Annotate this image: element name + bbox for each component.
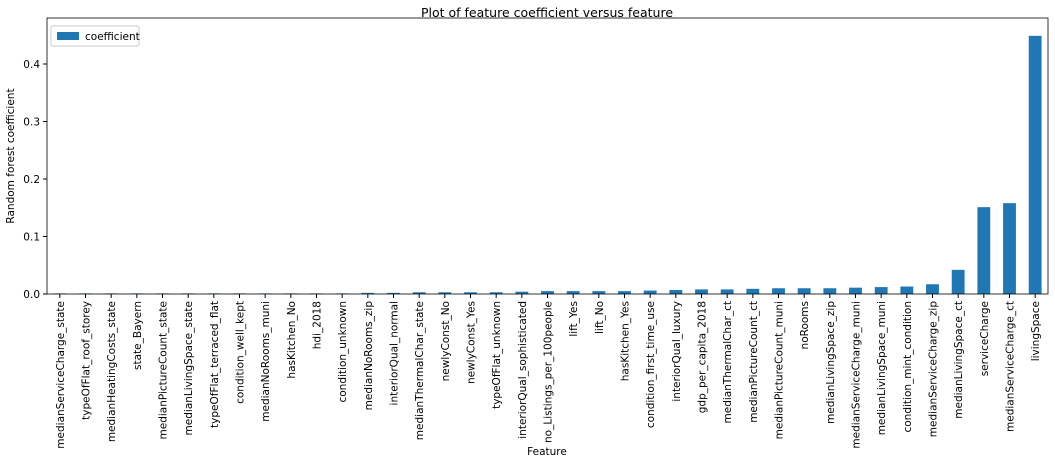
x-tick-label: newlyConst_No [440, 301, 452, 381]
x-tick-label: medianLivingSpace_zip [825, 301, 837, 424]
bar [900, 286, 914, 294]
chart-title: Plot of feature coefficient versus featu… [421, 5, 673, 20]
x-tick-label: hdi_2018 [312, 301, 324, 349]
x-tick-label: interiorQual_normal [389, 301, 401, 405]
bar [772, 288, 785, 294]
bar [951, 269, 965, 294]
x-tick-label: newlyConst_Yes [466, 301, 478, 384]
x-tick-label: condition_unknown [337, 301, 349, 403]
x-tick-label: medianHeatingCosts_state [106, 301, 118, 442]
bar [874, 287, 888, 294]
y-tick-label: 0.3 [23, 117, 40, 129]
x-tick-label: medianLivingSpace_state [183, 301, 195, 435]
bar [977, 207, 991, 294]
x-tick-label: lift_No [594, 301, 606, 334]
x-tick-label: condition_well_kept [235, 301, 247, 404]
bar [823, 288, 837, 294]
x-tick-label: noRooms [799, 301, 811, 349]
x-tick-label: condition_first_time_use [645, 301, 657, 428]
bar [618, 291, 631, 294]
x-tick-label: typeOfFlat_roof_storey [81, 301, 93, 420]
x-tick-label: interiorQual_sophisticated [517, 301, 529, 439]
x-tick-label: interiorQual_luxury [671, 301, 683, 402]
y-tick-label: 0.4 [23, 59, 40, 71]
x-tick-label: medianPictureCount_ct [748, 301, 760, 423]
bar [361, 292, 375, 294]
x-tick-label: medianNoRooms_muni [260, 301, 272, 422]
x-tick-label: hasKitchen_Yes [620, 301, 632, 381]
bar [643, 290, 657, 294]
x-tick-label: medianPictureCount_state [158, 301, 170, 440]
x-tick-label: medianServiceCharge_ct [1005, 301, 1017, 432]
y-tick-label: 0.0 [23, 289, 40, 301]
x-axis-label: Feature [527, 446, 567, 458]
bar [515, 291, 529, 294]
x-tick-label: medianThermalChar_ct [722, 301, 734, 423]
bar [566, 291, 580, 294]
x-tick-label: typeOfFlat_unknown [491, 301, 503, 409]
bar [926, 284, 939, 294]
bar [412, 292, 426, 294]
bar [797, 288, 811, 294]
bar [849, 287, 862, 294]
x-tick-label: serviceCharge [979, 301, 991, 376]
x-tick-label: typeOfFlat_terraced_flat [209, 301, 221, 428]
bar [695, 289, 708, 294]
x-tick-label: condition_mint_condition [902, 301, 914, 433]
bar [720, 289, 734, 294]
bar [387, 292, 400, 294]
y-axis-label: Random forest coefficient [5, 88, 17, 223]
x-tick-label: medianServiceCharge_state [55, 301, 67, 449]
bar [592, 291, 606, 294]
bar [464, 292, 477, 294]
bar [541, 291, 554, 294]
legend-box [50, 25, 140, 47]
x-tick-label: livingSpace [1030, 301, 1042, 361]
x-tick-label: medianLivingSpace_ct [953, 301, 965, 419]
x-tick-label: hasKitchen_No [286, 301, 298, 379]
x-tick-label: medianThermalChar_state [414, 301, 426, 440]
bar [1003, 203, 1016, 294]
x-tick-label: medianPictureCount_muni [774, 301, 786, 439]
x-tick-label: medianServiceCharge_zip [928, 301, 940, 438]
x-tick-label: gdp_per_capita_2018 [697, 301, 709, 413]
x-tick-label: medianLivingSpace_muni [876, 301, 888, 435]
bar [746, 288, 760, 294]
x-tick-label: no_Listings_per_100people [543, 301, 555, 443]
legend: coefficient [50, 25, 140, 47]
y-tick-label: 0.1 [23, 232, 40, 244]
legend-label: coefficient [85, 31, 140, 43]
legend-swatch [57, 32, 79, 40]
bar [1028, 35, 1042, 294]
x-tick-label: state_Bayern [132, 301, 144, 370]
x-tick-label: medianNoRooms_zip [363, 301, 375, 411]
plot-frame [46, 17, 1049, 295]
x-tick-label: medianServiceCharge_muni [851, 301, 863, 449]
y-tick-label: 0.2 [23, 174, 40, 186]
bar [438, 292, 452, 294]
x-tick-label: lift_Yes [568, 301, 580, 337]
bar [669, 289, 683, 294]
bar [489, 292, 503, 294]
